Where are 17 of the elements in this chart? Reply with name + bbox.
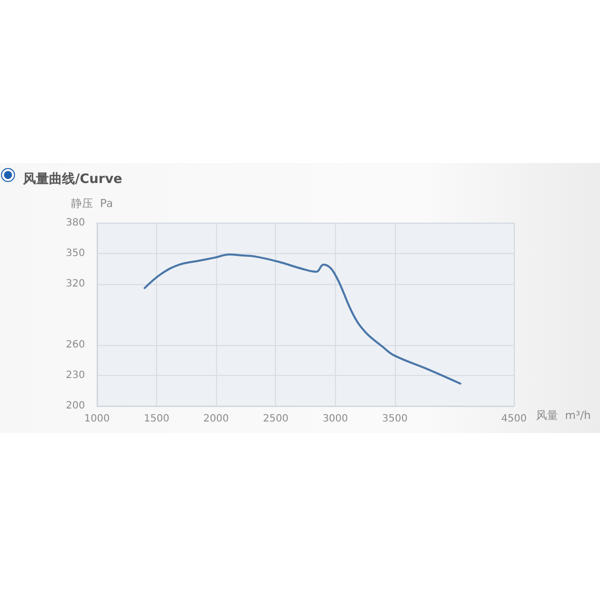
y-axis-title: 静压 Pa [71,197,113,210]
x-tick-label: 4500 [501,414,527,424]
x-tick-label: 3000 [322,414,348,424]
x-tick-label: 2500 [262,414,288,424]
y-tick-label: 260 [66,340,85,350]
x-tick-label: 1500 [144,414,170,424]
y-tick-label: 230 [66,370,85,381]
y-tick-label: 200 [66,400,85,412]
chart-title: 风量曲线/Curve [22,172,122,187]
y-tick-label: 350 [66,248,85,259]
x-tick-label: 3500 [382,414,408,424]
y-tick-label: 380 [66,218,85,228]
x-tick-label: 1000 [84,414,110,424]
x-axis-title: 风量 m³/h [536,409,591,422]
y-tick-label: 320 [66,278,85,290]
line-series [144,254,462,385]
x-tick-label: 2000 [203,414,229,424]
